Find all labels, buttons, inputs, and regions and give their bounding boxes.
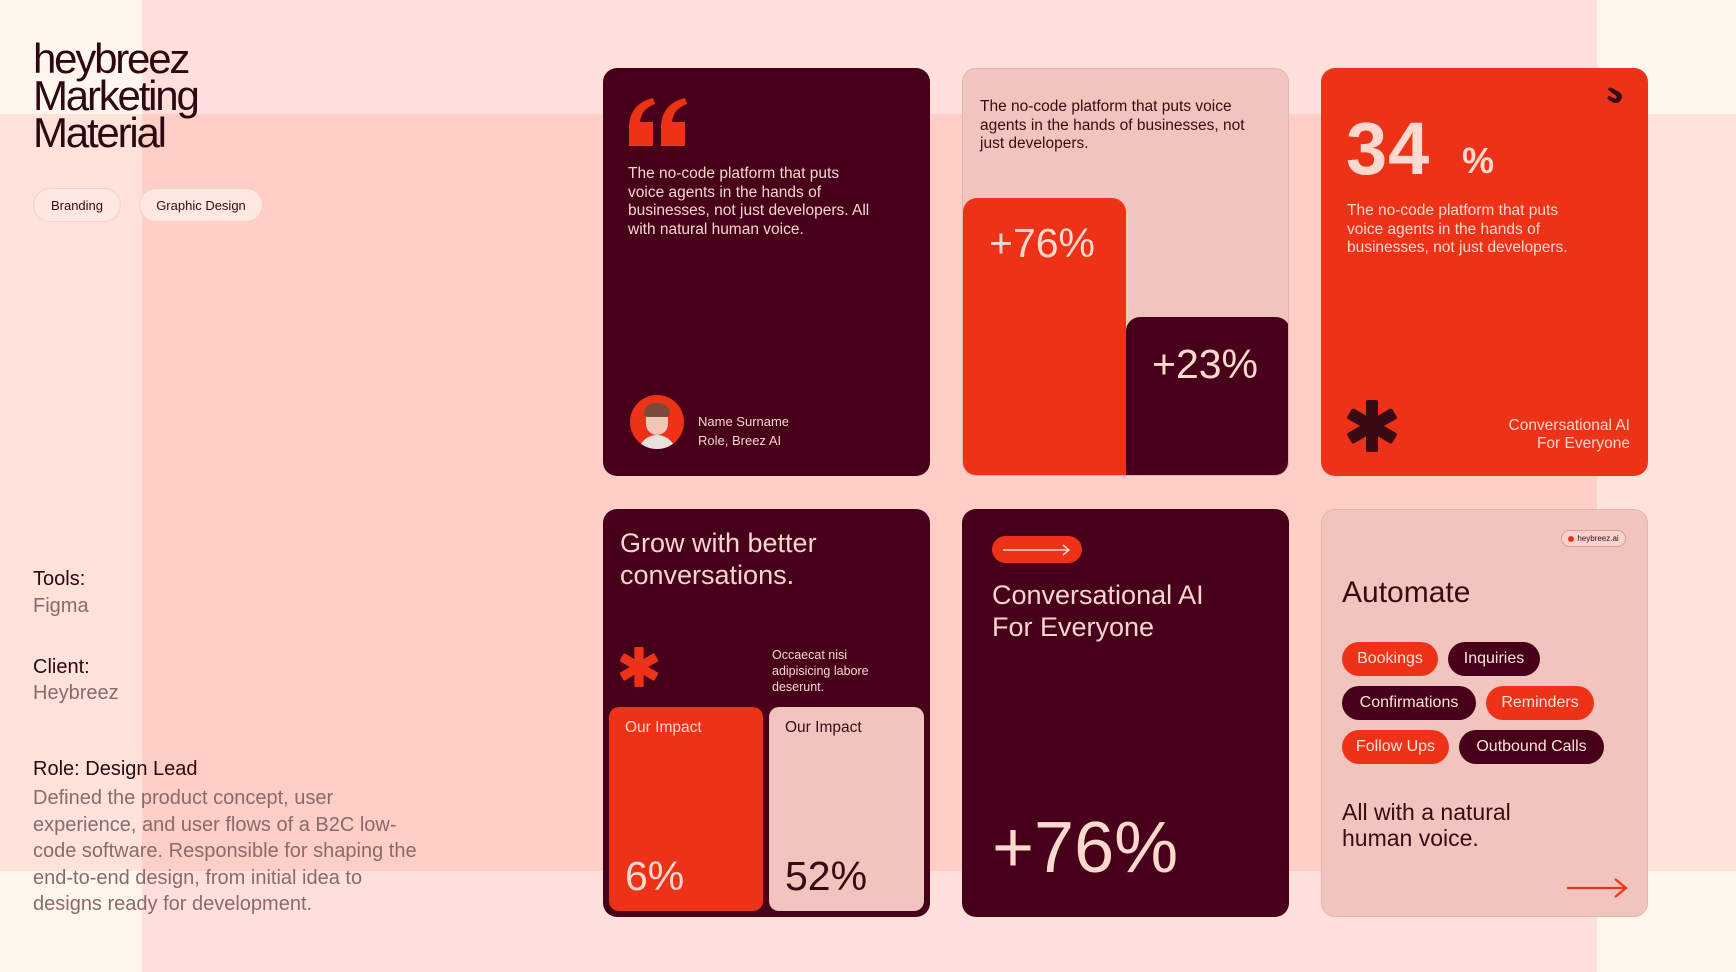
tag-branding: Branding <box>33 188 121 222</box>
impact-a-label: Our Impact <box>625 719 702 736</box>
tools-value: Figma <box>33 595 89 617</box>
percent-tagline-line-1: Conversational AI <box>1508 417 1631 434</box>
automate-footer-line-2: human voice. <box>1342 825 1479 851</box>
grow-side-text: Occaecat nisi adipisicing labore deserun… <box>772 648 869 694</box>
growth-card: The no-code platform that puts voice age… <box>962 68 1289 476</box>
automate-headline: Automate <box>1342 576 1471 609</box>
chip-reminders: Reminders <box>1486 686 1594 720</box>
automate-footer-line-1: All with a natural <box>1342 799 1511 825</box>
brand-dot-icon <box>1568 535 1575 542</box>
chip-outbound-calls: Outbound Calls <box>1459 730 1604 764</box>
impact-box-a: Our Impact 6% <box>609 707 763 911</box>
brand-badge: heybreez.ai <box>1561 530 1626 547</box>
chip-confirmations: Confirmations <box>1342 686 1476 720</box>
page-title: heybreez Marketing Material <box>33 35 333 156</box>
title-line-1: heybreez <box>33 35 190 82</box>
percent-card: 34 % The no-code platform that puts voic… <box>1321 68 1648 476</box>
client-value: Heybreez <box>33 682 119 704</box>
conversational-headline: Conversational AI For Everyone <box>992 579 1204 643</box>
conversational-card: Conversational AI For Everyone +76% <box>962 509 1289 917</box>
brand-badge-label: heybreez.ai <box>1577 534 1619 543</box>
automate-card: heybreez.ai Automate Bookings Inquiries … <box>1321 509 1648 917</box>
automate-footer: All with a natural human voice. <box>1342 799 1511 851</box>
title-line-3: Material <box>33 109 167 156</box>
quote-card: The no-code platform that puts voice age… <box>603 68 930 476</box>
asterisk-icon <box>1347 400 1397 452</box>
impact-b-value: 52% <box>785 853 868 899</box>
chip-inquiries: Inquiries <box>1448 642 1540 676</box>
growth-stat-b: +23% <box>1152 341 1259 387</box>
quote-text: The no-code platform that puts voice age… <box>628 165 870 238</box>
arrow-right-icon <box>1567 878 1628 898</box>
chip-bookings: Bookings <box>1342 642 1438 676</box>
role-label: Role: Design Lead <box>33 758 198 780</box>
brand-logo-icon <box>1607 87 1623 104</box>
person-role: Role, Breez AI <box>698 433 782 448</box>
growth-stat-a: +76% <box>989 220 1096 266</box>
client-label: Client: <box>33 656 90 678</box>
percent-tagline-line-2: For Everyone <box>1536 435 1630 452</box>
conversational-headline-line-1: Conversational AI <box>992 580 1204 610</box>
arrow-right-icon <box>1003 544 1071 556</box>
percent-tagline: Conversational AI For Everyone <box>1509 417 1631 453</box>
growth-text: The no-code platform that puts voice age… <box>980 98 1245 152</box>
chip-follow-ups: Follow Ups <box>1342 730 1449 764</box>
grow-headline: Grow with better conversations. <box>620 528 817 590</box>
quote-icon <box>629 98 687 146</box>
impact-box-b: Our Impact 52% <box>769 707 924 911</box>
conversational-headline-line-2: For Everyone <box>992 612 1155 642</box>
role-description: Defined the product concept, user experi… <box>33 787 417 915</box>
percent-text: The no-code platform that puts voice age… <box>1347 202 1568 256</box>
conversational-stat: +76% <box>992 808 1179 888</box>
title-line-2: Marketing <box>33 72 200 119</box>
impact-b-label: Our Impact <box>785 719 862 736</box>
tag-graphic-design: Graphic Design <box>139 188 263 222</box>
tools-label: Tools: <box>33 568 86 590</box>
growth-bar-a: +76% <box>963 198 1126 475</box>
asterisk-icon <box>619 647 659 687</box>
growth-bar-b: +23% <box>1126 317 1288 475</box>
percent-unit: % <box>1462 140 1495 181</box>
person-name: Name Surname <box>698 414 790 429</box>
percent-number: 34 <box>1346 107 1431 190</box>
grow-card: Grow with better conversations. Occaecat… <box>603 509 930 917</box>
avatar <box>630 395 684 449</box>
arrow-pill <box>992 536 1082 563</box>
impact-a-value: 6% <box>625 853 685 899</box>
